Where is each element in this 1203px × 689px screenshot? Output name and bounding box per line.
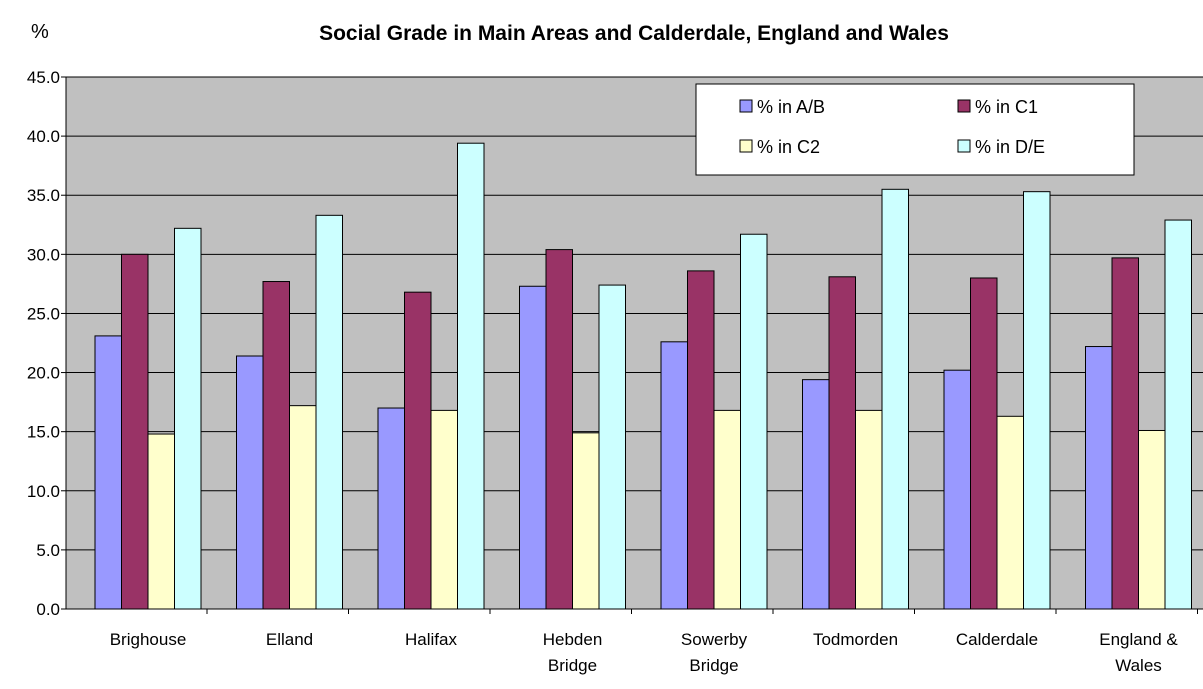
bar [121,253,149,610]
bar [802,379,830,610]
x-category-label: Calderdale [956,630,1038,649]
legend-swatch [957,99,971,113]
bar [828,276,856,610]
x-category-label: England & [1099,630,1178,649]
y-tick-label: 35.0 [27,186,60,205]
legend-label: % in C1 [975,97,1038,117]
y-tick-label: 40.0 [27,127,60,146]
bar [598,284,626,610]
bar [519,285,547,610]
bar [1023,191,1051,610]
bar [572,432,600,610]
bar [262,281,290,610]
bar [377,407,405,610]
y-tick-label: 15.0 [27,423,60,442]
bar [996,415,1024,610]
bar [289,405,317,610]
legend: % in A/B % in C1 % in C2 % in D/E [695,83,1135,176]
y-tick-label: 20.0 [27,364,60,383]
bar [404,291,432,610]
bar [174,227,202,610]
y-tick-label: 25.0 [27,304,60,323]
x-category-label: Sowerby [681,630,748,649]
x-category-label: Elland [266,630,313,649]
bar [545,249,573,610]
y-tick-label: 30.0 [27,245,60,264]
bar [713,409,741,610]
y-tick-label: 10.0 [27,482,60,501]
x-category-label: Brighouse [110,630,187,649]
legend-label: % in C2 [757,137,820,157]
legend-swatch [739,99,753,113]
x-category-label: Bridge [548,656,597,675]
legend-box [695,83,1135,176]
legend-swatch [957,139,971,153]
y-tick-label: 45.0 [27,68,60,87]
chart-title: Social Grade in Main Areas and Calderdal… [319,22,949,45]
legend-label: % in A/B [757,97,825,117]
x-category-label: Hebden [543,630,603,649]
bar [687,270,715,610]
legend-swatch [739,139,753,153]
bar [94,335,122,610]
y-axis-label: % [31,21,49,43]
bar [1085,346,1113,610]
bar [881,188,909,610]
bar [236,355,264,610]
bar [457,142,485,610]
bar [147,433,175,610]
x-category-label: Todmorden [813,630,898,649]
bar [1138,429,1166,610]
x-category-label: Halifax [405,630,457,649]
bar [970,277,998,610]
bar [740,233,768,610]
bar [1164,219,1192,610]
bar [315,214,343,610]
x-category-label: Wales [1115,656,1162,675]
bar [855,409,883,610]
y-tick-label: 0.0 [36,600,60,619]
x-category-label: Bridge [689,656,738,675]
bar [1111,257,1139,610]
bar [943,369,971,610]
legend-label: % in D/E [975,137,1045,157]
bar [660,341,688,610]
y-tick-label: 5.0 [36,541,60,560]
bar [430,409,458,610]
